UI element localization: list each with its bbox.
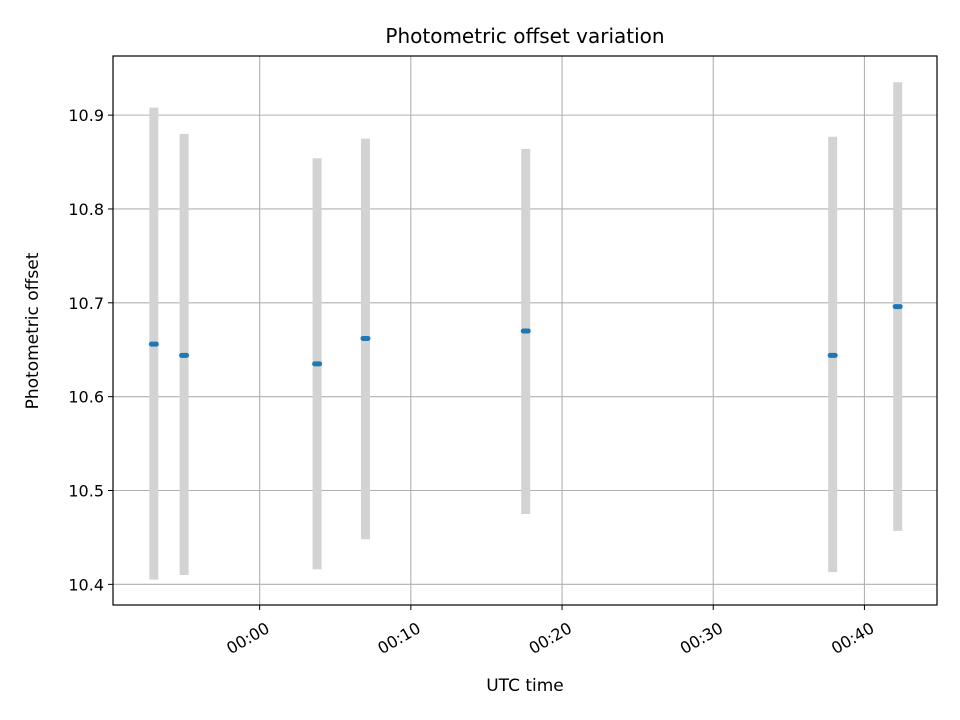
plot-frame bbox=[112, 55, 938, 606]
y-tick-label: 10.4 bbox=[68, 575, 104, 594]
y-axis-label: Photometric offset bbox=[23, 252, 43, 409]
data-points bbox=[148, 304, 903, 367]
data-point bbox=[179, 352, 190, 358]
data-point bbox=[360, 335, 371, 341]
chart-title: Photometric offset variation bbox=[385, 24, 664, 48]
y-tick-label: 10.6 bbox=[68, 388, 104, 407]
x-axis-label: UTC time bbox=[486, 676, 564, 696]
y-tick-label: 10.5 bbox=[68, 482, 104, 501]
data-point bbox=[892, 304, 903, 310]
data-point bbox=[827, 352, 838, 358]
y-tick-label: 10.7 bbox=[68, 294, 104, 313]
y-tick-label: 10.9 bbox=[68, 106, 104, 125]
data-point bbox=[520, 328, 531, 334]
data-point bbox=[312, 361, 323, 367]
y-tick-label: 10.8 bbox=[68, 200, 104, 219]
y-axis-ticks: 10.4 10.5 10.6 10.7 10.8 10.9 bbox=[68, 106, 113, 594]
data-point bbox=[148, 341, 159, 347]
